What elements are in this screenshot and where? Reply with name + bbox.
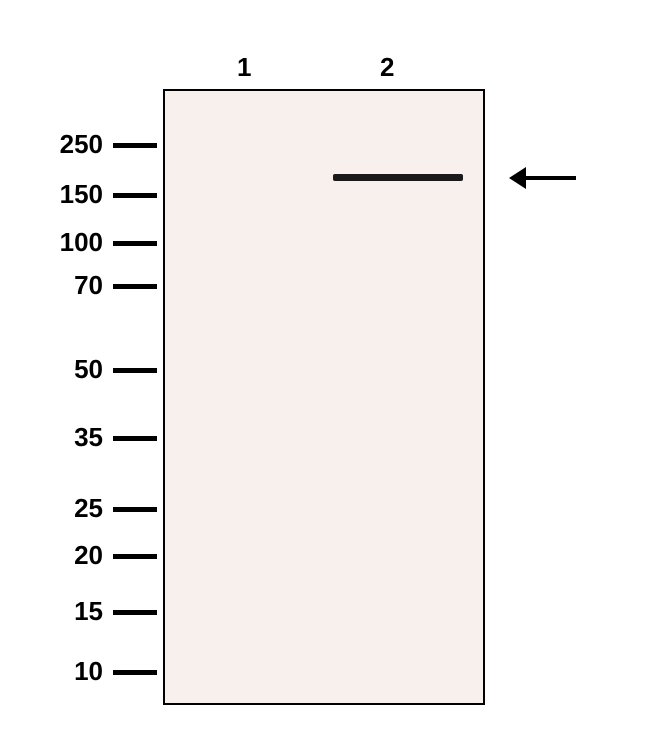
marker-label-70: 70 <box>74 270 103 301</box>
target-arrow-head-icon <box>509 167 526 189</box>
marker-tick-15 <box>113 610 157 615</box>
target-arrow-shaft <box>523 176 576 180</box>
marker-tick-100 <box>113 241 157 246</box>
marker-tick-10 <box>113 670 157 675</box>
marker-label-100: 100 <box>60 227 103 258</box>
marker-label-10: 10 <box>74 656 103 687</box>
lane-label-1: 1 <box>237 52 251 83</box>
protein-band-lane2 <box>333 174 463 181</box>
marker-label-250: 250 <box>60 129 103 160</box>
marker-tick-25 <box>113 507 157 512</box>
marker-tick-150 <box>113 193 157 198</box>
marker-label-25: 25 <box>74 493 103 524</box>
western-blot-figure: { "figure": { "type": "western-blot", "c… <box>0 0 650 732</box>
marker-label-35: 35 <box>74 422 103 453</box>
marker-label-150: 150 <box>60 179 103 210</box>
lane-label-2: 2 <box>380 52 394 83</box>
marker-tick-50 <box>113 368 157 373</box>
marker-label-15: 15 <box>74 596 103 627</box>
marker-label-50: 50 <box>74 354 103 385</box>
marker-tick-250 <box>113 143 157 148</box>
marker-tick-70 <box>113 284 157 289</box>
marker-tick-20 <box>113 554 157 559</box>
marker-label-20: 20 <box>74 540 103 571</box>
blot-membrane <box>163 89 485 705</box>
marker-tick-35 <box>113 436 157 441</box>
